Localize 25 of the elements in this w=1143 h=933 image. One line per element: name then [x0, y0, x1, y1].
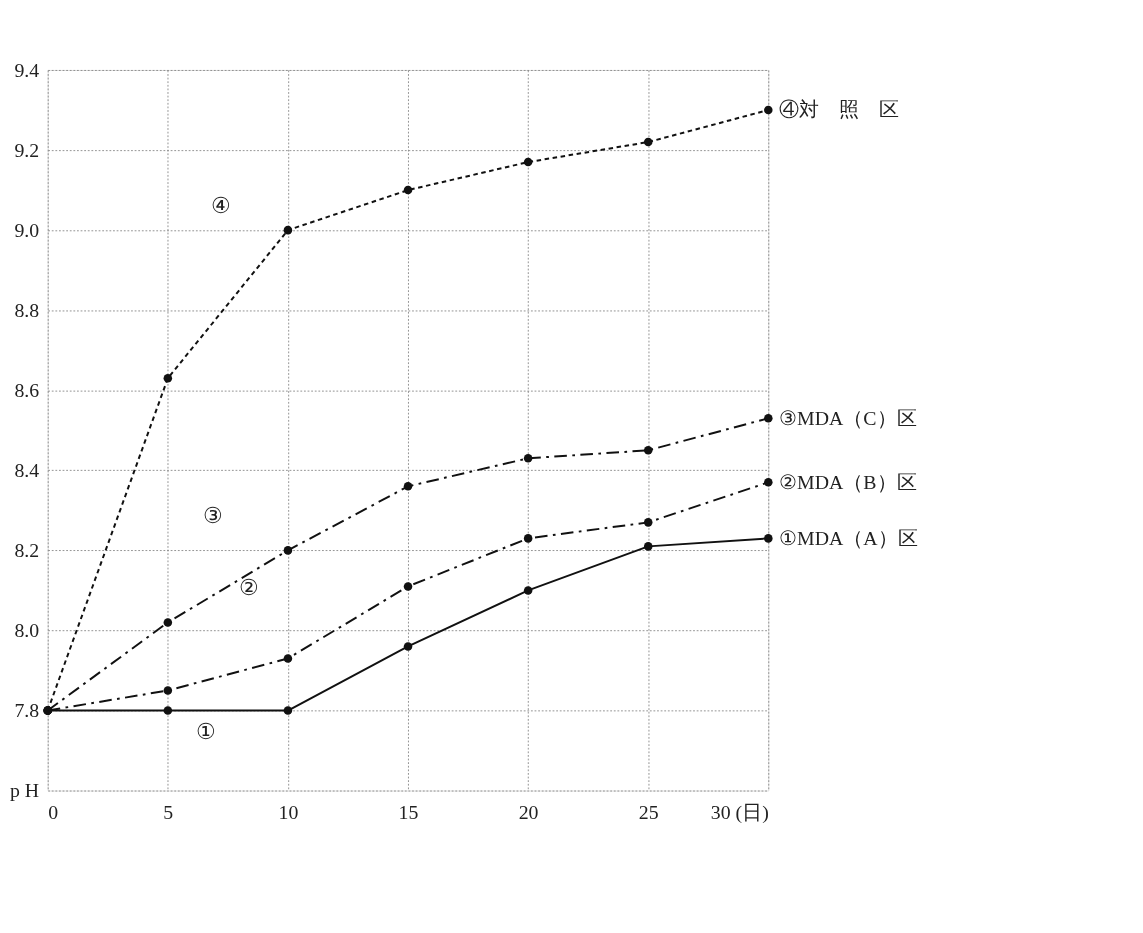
y-tick-label: 8.4	[14, 459, 40, 482]
y-tick-label: 8.2	[14, 539, 40, 562]
x-tick-label: 0	[48, 800, 59, 823]
series-label: ①MDA（A）区	[779, 526, 918, 549]
annotation: ①	[196, 720, 217, 745]
series-label: ④対 照 区	[779, 98, 900, 121]
y-tick-label: p H	[10, 779, 40, 802]
annotation: ④	[210, 194, 231, 219]
y-tick-label: 9.0	[14, 218, 40, 241]
annotation: ③	[203, 504, 224, 529]
y-tick-label: 8.6	[14, 379, 40, 402]
annotation: ②	[239, 576, 260, 601]
series-label: ③MDA（C）区	[779, 406, 917, 429]
y-tick-label: 9.4	[14, 58, 40, 81]
y-tick-label: 8.8	[14, 298, 40, 321]
x-tick-label: 20	[518, 800, 539, 823]
x-tick-label: 5	[163, 800, 174, 823]
y-tick-label: 8.0	[14, 619, 40, 642]
y-tick-label: 9.2	[14, 138, 40, 161]
x-tick-label: 15	[398, 800, 419, 823]
x-tick-label: 10	[278, 800, 299, 823]
x-tick-label: 30 (日)	[710, 800, 769, 824]
y-tick-label: 7.8	[14, 699, 40, 722]
series-label: ②MDA（B）区	[779, 470, 917, 493]
x-tick-label: 25	[638, 800, 659, 823]
